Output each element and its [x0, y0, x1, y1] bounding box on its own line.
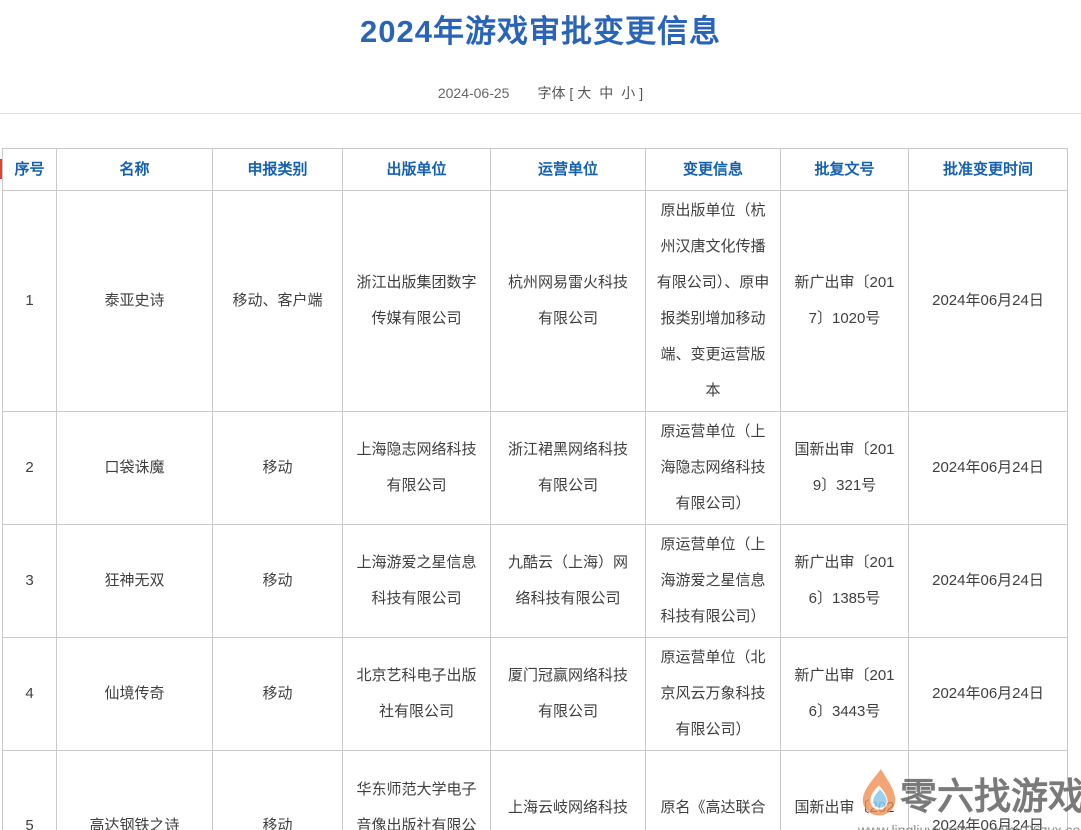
table-cell: 移动、客户端: [212, 190, 343, 412]
table-cell: 原运营单位（上海游爱之星信息科技有限公司）: [645, 524, 781, 638]
table-cell: 高达钢铁之诗: [56, 750, 213, 830]
table-cell: 厦门冠赢网络科技有限公司: [490, 637, 646, 751]
column-header: 批复文号: [780, 148, 909, 191]
table-cell: 口袋诛魔: [56, 411, 213, 525]
table-cell: 国新出审〔2019〕321号: [780, 411, 909, 525]
table-row: 2 口袋诛魔 移动 上海隐志网络科技有限公司 浙江裙黑网络科技有限公司 原运营单位（上海隐…: [2, 411, 1068, 525]
table-row: 4 仙境传奇 移动 北京艺科电子出版社有限公司 厦门冠赢网络科技有限公司 原运营单位（北京…: [2, 637, 1068, 751]
column-header: 申报类别: [212, 148, 343, 191]
approval-changes-table: 序号 名称 申报类别 出版单位 运营单位 变更信息 批复文号 批准变更时间 1 泰亚史诗 移动、客…: [2, 148, 1068, 830]
table-cell: 移动: [212, 524, 343, 638]
table-cell: 2024年06月24日: [908, 637, 1068, 751]
table-cell: 2024年06月24日: [908, 190, 1068, 412]
table-cell: 上海隐志网络科技有限公司: [342, 411, 491, 525]
table-cell: 原运营单位（北京风云万象科技有限公司）: [645, 637, 781, 751]
table-cell: 原名《高达联合行动》: [645, 750, 781, 830]
table-cell: 杭州网易雷火科技有限公司: [490, 190, 646, 412]
table-cell: 浙江裙黑网络科技有限公司: [490, 411, 646, 525]
table-cell: 狂神无双: [56, 524, 213, 638]
table-cell: 九酷云（上海）网络科技有限公司: [490, 524, 646, 638]
table-cell: 泰亚史诗: [56, 190, 213, 412]
table-cell: 移动: [212, 750, 343, 830]
table-cell: 3: [2, 524, 57, 638]
table-cell: 2024年06月24日: [908, 524, 1068, 638]
table-cell: 原出版单位（杭州汉唐文化传播有限公司）、原申报类别增加移动端、变更运营版本: [645, 190, 781, 412]
table-cell: 5: [2, 750, 57, 830]
dateline: 2024-06-25 字体 [大中小]: [0, 83, 1081, 101]
font-size-small-button[interactable]: 小: [621, 85, 636, 101]
table-row: 3 狂神无双 移动 上海游爱之星信息科技有限公司 九酷云（上海）网络科技有限公司 原运营单…: [2, 524, 1068, 638]
column-header: 变更信息: [645, 148, 781, 191]
table-cell: 2024年06月24日: [908, 750, 1068, 830]
table-cell: 4: [2, 637, 57, 751]
font-size-large-button[interactable]: 大: [577, 85, 592, 101]
table-cell: 2: [2, 411, 57, 525]
table-cell: 2024年06月24日: [908, 411, 1068, 525]
table-cell: 1: [2, 190, 57, 412]
table-cell: 移动: [212, 411, 343, 525]
table-header: 序号 名称 申报类别 出版单位 运营单位 变更信息 批复文号 批准变更时间: [2, 148, 1068, 191]
table-cell: 新广出审〔2016〕3443号: [780, 637, 909, 751]
table-cell: 移动: [212, 637, 343, 751]
table-cell: 上海云岐网络科技有限公司: [490, 750, 646, 830]
left-edge-artifact: [0, 159, 2, 179]
column-header: 出版单位: [342, 148, 491, 191]
table-cell: 上海游爱之星信息科技有限公司: [342, 524, 491, 638]
table-cell: 北京艺科电子出版社有限公司: [342, 637, 491, 751]
font-size-switcher: 字体 [大中小]: [537, 85, 643, 101]
column-header: 批准变更时间: [908, 148, 1068, 191]
table-row: 5高达钢铁之诗移动华东师范大学电子音像出版社有限公司上海云岐网络科技有限公司原名…: [2, 750, 1068, 830]
table-row: 1 泰亚史诗 移动、客户端 浙江出版集团数字传媒有限公司 杭州网易雷火科技有限公司 原出版…: [2, 190, 1068, 412]
table-cell: 新广出审〔2016〕1385号: [780, 524, 909, 638]
column-header: 名称: [56, 148, 213, 191]
header-row: 序号 名称 申报类别 出版单位 运营单位 变更信息 批复文号 批准变更时间: [2, 148, 1068, 191]
bracket-close: ]: [639, 85, 644, 101]
table-cell: 仙境传奇: [56, 637, 213, 751]
bracket-open: [: [569, 85, 574, 101]
publish-date: 2024-06-25: [437, 85, 510, 101]
column-header: 序号: [2, 148, 57, 191]
table-cell: 新广出审〔2017〕1020号: [780, 190, 909, 412]
table-cell: 原运营单位（上海隐志网络科技有限公司）: [645, 411, 781, 525]
table-body: 1 泰亚史诗 移动、客户端 浙江出版集团数字传媒有限公司 杭州网易雷火科技有限公司 原出版…: [2, 190, 1068, 830]
table-cell: 国新出审〔2024〕273号: [780, 750, 909, 830]
font-size-medium-button[interactable]: 中: [599, 85, 614, 101]
header-divider: [0, 113, 1081, 114]
font-label: 字体: [537, 85, 566, 101]
column-header: 运营单位: [490, 148, 646, 191]
table-cell: 华东师范大学电子音像出版社有限公司: [342, 750, 491, 830]
table-cell: 浙江出版集团数字传媒有限公司: [342, 190, 491, 412]
page-title: 2024年游戏审批变更信息: [360, 14, 721, 49]
